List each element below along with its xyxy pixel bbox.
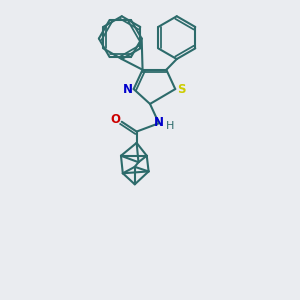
Text: N: N <box>123 82 133 96</box>
Text: H: H <box>166 121 174 130</box>
Text: O: O <box>111 113 121 126</box>
Text: S: S <box>177 82 185 96</box>
Text: N: N <box>154 116 164 129</box>
